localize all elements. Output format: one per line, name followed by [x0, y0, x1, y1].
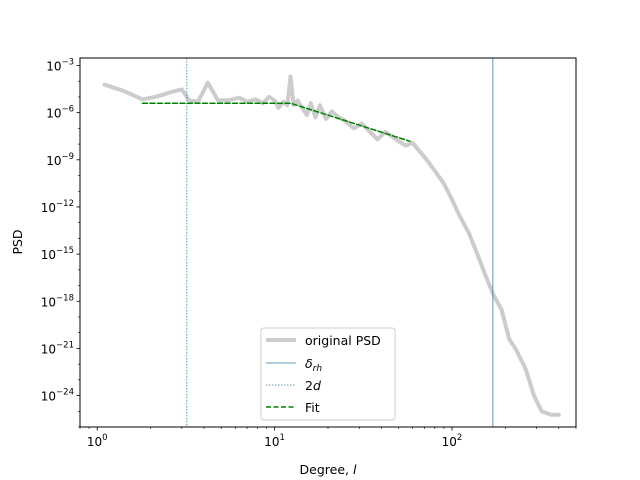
y-tick-label: 10−15 — [41, 246, 74, 262]
y-tick-label: 10−9 — [46, 152, 74, 168]
plot-data — [102, 58, 561, 427]
y-tick-label: 10−24 — [41, 388, 74, 404]
y-tick-label: 10−18 — [41, 293, 74, 309]
x-tick-label: 101 — [264, 433, 285, 449]
x-tick-label: 102 — [442, 433, 463, 449]
series-line-original-psd — [102, 74, 561, 417]
y-axis-label: PSD — [10, 229, 25, 254]
x-axis-label: Degree, l — [300, 462, 357, 477]
y-axis-ticks: 10−3 10−6 10−9 10−12 10−15 10−18 10−21 10−24 — [41, 57, 80, 428]
y-tick-label: 10−3 — [46, 57, 74, 73]
legend-delta-rh-label: δrh — [305, 356, 322, 374]
y-tick-label: 10−21 — [41, 340, 74, 356]
series-line-fit — [141, 102, 411, 143]
legend-fit-label: Fit — [305, 400, 320, 415]
x-axis-ticks: 100 101 102 — [79, 427, 577, 449]
legend-2d-label: 2d — [305, 378, 321, 393]
y-tick-label: 10−12 — [41, 199, 74, 215]
y-tick-label: 10−6 — [46, 105, 74, 121]
legend-original-psd-label: original PSD — [305, 333, 381, 348]
legend-box — [260, 327, 396, 421]
legend: original PSD δrh 2d Fit — [260, 327, 396, 421]
x-tick-label: 100 — [87, 433, 108, 449]
